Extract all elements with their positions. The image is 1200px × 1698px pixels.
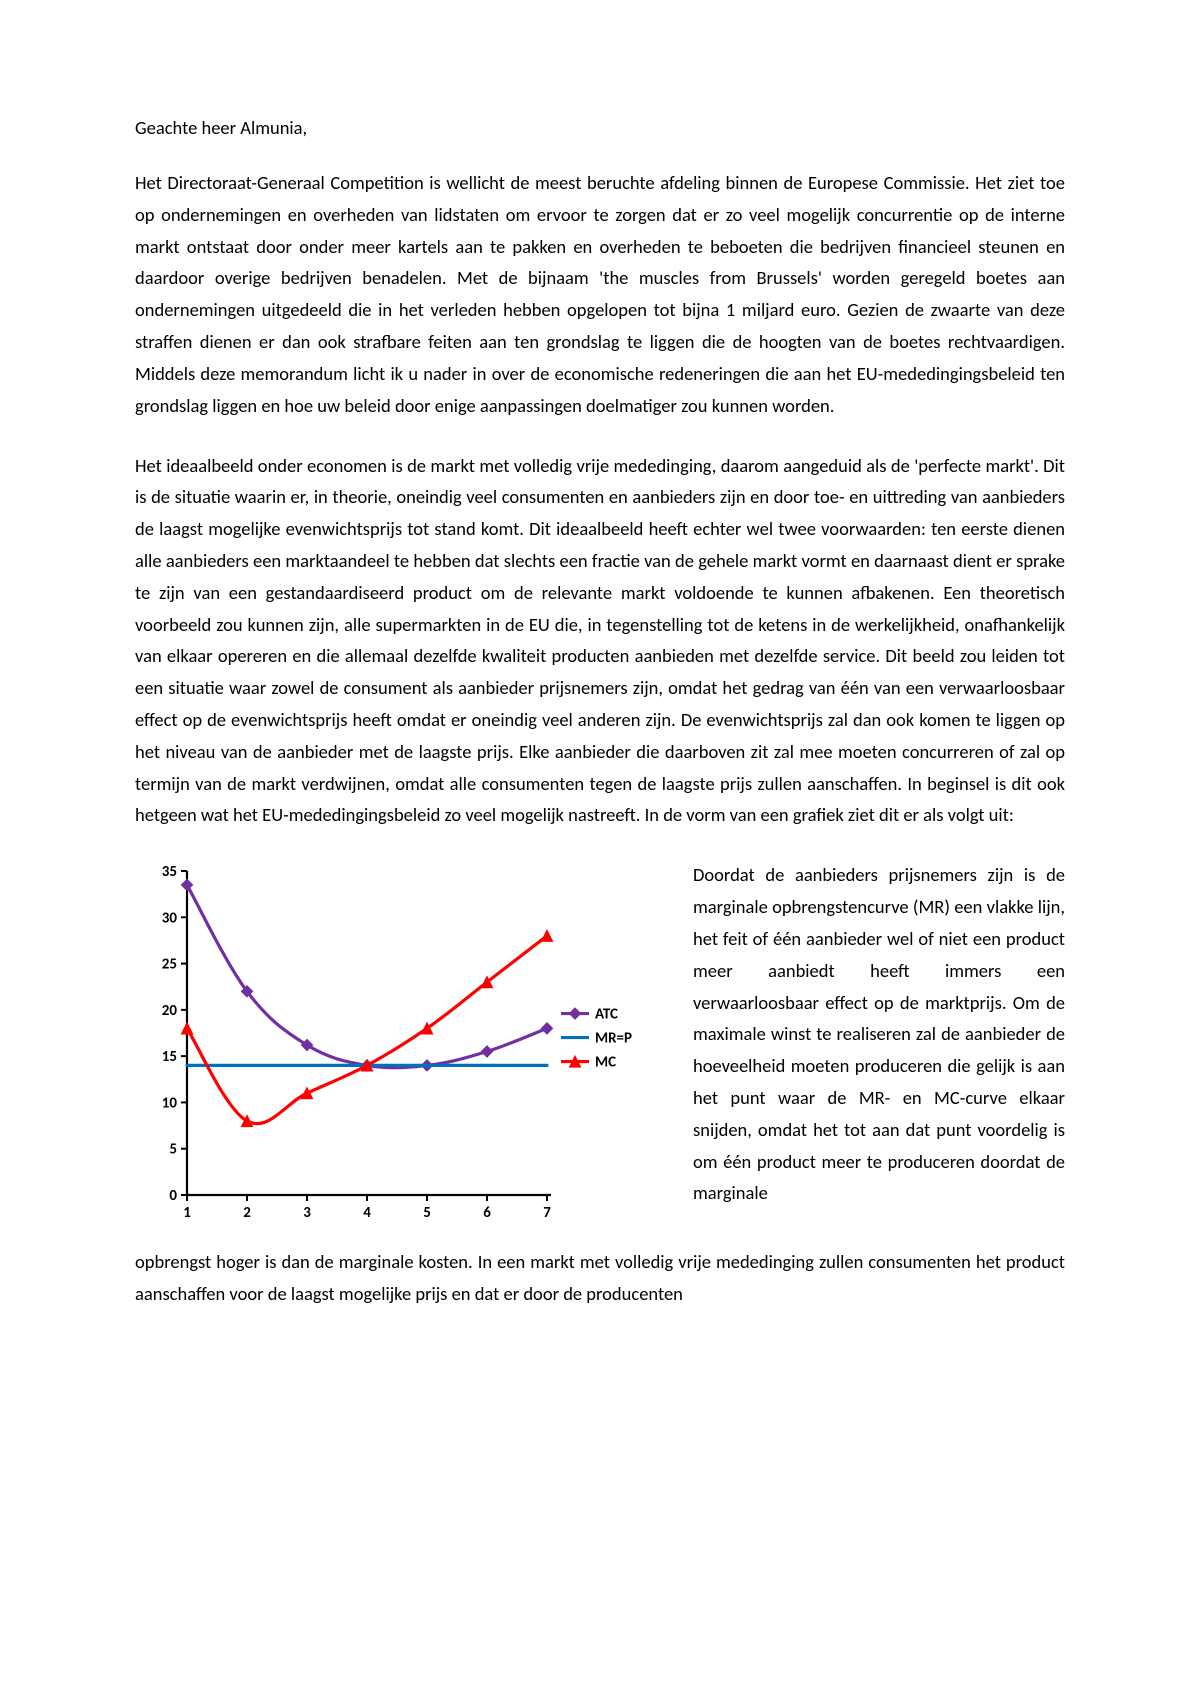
svg-text:20: 20 [162,1002,178,1020]
svg-text:0: 0 [169,1187,177,1205]
svg-text:35: 35 [162,863,177,881]
svg-text:ATC: ATC [595,1006,618,1024]
svg-text:2: 2 [243,1204,251,1222]
paragraph-2: Het ideaalbeeld onder economen is de mar… [135,450,1065,832]
figure-and-text-row: 0 5 10 15 20 25 30 35 1 2 3 4 5 6 7 ATC MR=P MC Doordat d… [135,859,1065,1234]
document-page: Geachte heer Almunia, Het Directoraat-Ge… [0,0,1200,1698]
chart-svg: 0 5 10 15 20 25 30 35 1 2 3 4 5 6 7 ATC MR=P MC [135,859,655,1229]
svg-text:3: 3 [303,1204,311,1222]
trailing-paragraph: opbrengst hoger is dan de marginale kost… [135,1246,1065,1310]
economics-chart: 0 5 10 15 20 25 30 35 1 2 3 4 5 6 7 ATC MR=P MC [135,859,655,1234]
svg-text:MR=P: MR=P [595,1030,632,1048]
svg-text:10: 10 [162,1095,178,1113]
svg-text:MC: MC [595,1054,616,1072]
svg-text:6: 6 [483,1204,491,1222]
svg-text:5: 5 [423,1204,431,1222]
svg-text:4: 4 [363,1204,371,1222]
svg-text:30: 30 [162,910,178,928]
svg-text:1: 1 [183,1204,191,1222]
svg-text:5: 5 [169,1141,177,1159]
svg-text:15: 15 [162,1048,177,1066]
salutation-text: Geachte heer Almunia, [135,116,1065,139]
svg-text:7: 7 [543,1204,551,1222]
side-paragraph: Doordat de aanbieders prijsnemers zijn i… [693,859,1065,1234]
svg-text:25: 25 [162,956,177,974]
paragraph-1: Het Directoraat-Generaal Competition is … [135,167,1065,422]
